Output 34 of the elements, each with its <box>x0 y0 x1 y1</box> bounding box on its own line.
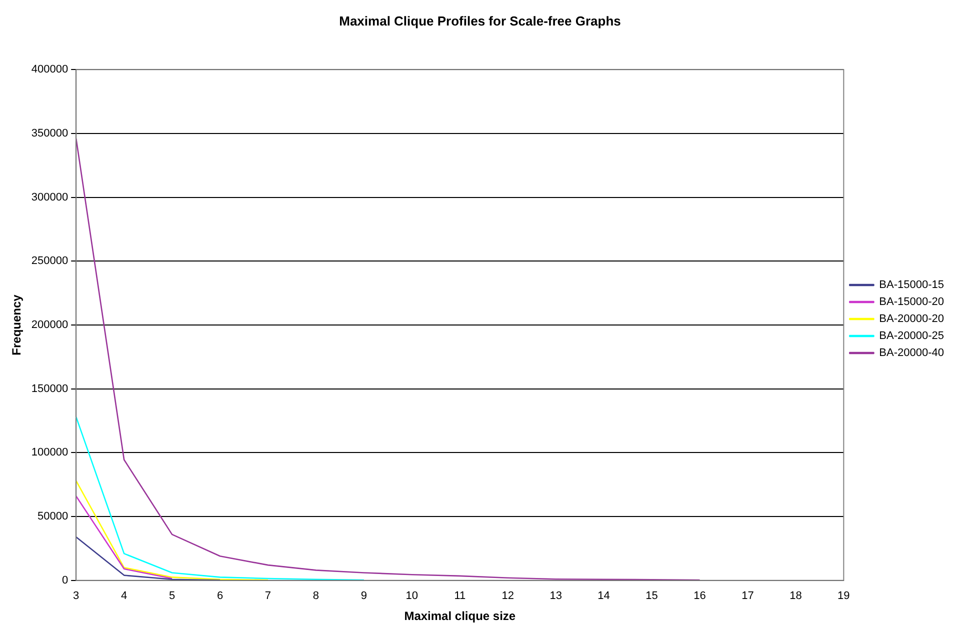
x-tick-label: 4 <box>121 590 128 602</box>
x-tick-label: 7 <box>264 590 272 602</box>
y-axis-title: Frequency <box>10 294 24 356</box>
y-tick-label: 100000 <box>31 446 68 459</box>
y-tick-label: 400000 <box>31 64 68 76</box>
chart-title: Maximal Clique Profiles for Scale-free Graphs <box>339 13 621 28</box>
x-tick-label: 6 <box>216 590 224 602</box>
legend-label: BA-20000-20 <box>879 313 944 326</box>
y-tick-label: 250000 <box>31 255 68 268</box>
x-axis-title: Maximal clique size <box>404 609 516 624</box>
y-tick-label: 0 <box>62 574 68 586</box>
legend-label: BA-20000-25 <box>879 330 944 342</box>
legend-label: BA-15000-20 <box>879 296 944 308</box>
x-tick-label: 17 <box>742 590 754 602</box>
x-tick-label: 10 <box>406 590 418 602</box>
y-tick-label: 200000 <box>31 319 68 332</box>
x-tick-label: 11 <box>454 590 466 602</box>
x-tick-label: 13 <box>550 590 562 602</box>
y-tick-label: 350000 <box>31 127 68 140</box>
y-tick-label: 300000 <box>31 191 68 204</box>
y-tick-label: 50000 <box>38 510 68 523</box>
x-tick-label: 5 <box>168 590 176 602</box>
x-tick-label: 19 <box>838 590 850 602</box>
legend-label: BA-15000-15 <box>879 279 944 292</box>
x-tick-label: 8 <box>312 590 320 602</box>
x-tick-label: 14 <box>598 590 610 602</box>
x-tick-label: 16 <box>694 590 706 602</box>
x-tick-label: 9 <box>360 590 368 602</box>
x-tick-label: 15 <box>646 590 658 602</box>
x-tick-label: 12 <box>502 590 514 602</box>
x-tick-label: 18 <box>790 590 802 602</box>
y-tick-label: 150000 <box>31 382 68 395</box>
x-tick-label: 3 <box>73 590 80 602</box>
legend-label: BA-20000-40 <box>879 347 944 360</box>
